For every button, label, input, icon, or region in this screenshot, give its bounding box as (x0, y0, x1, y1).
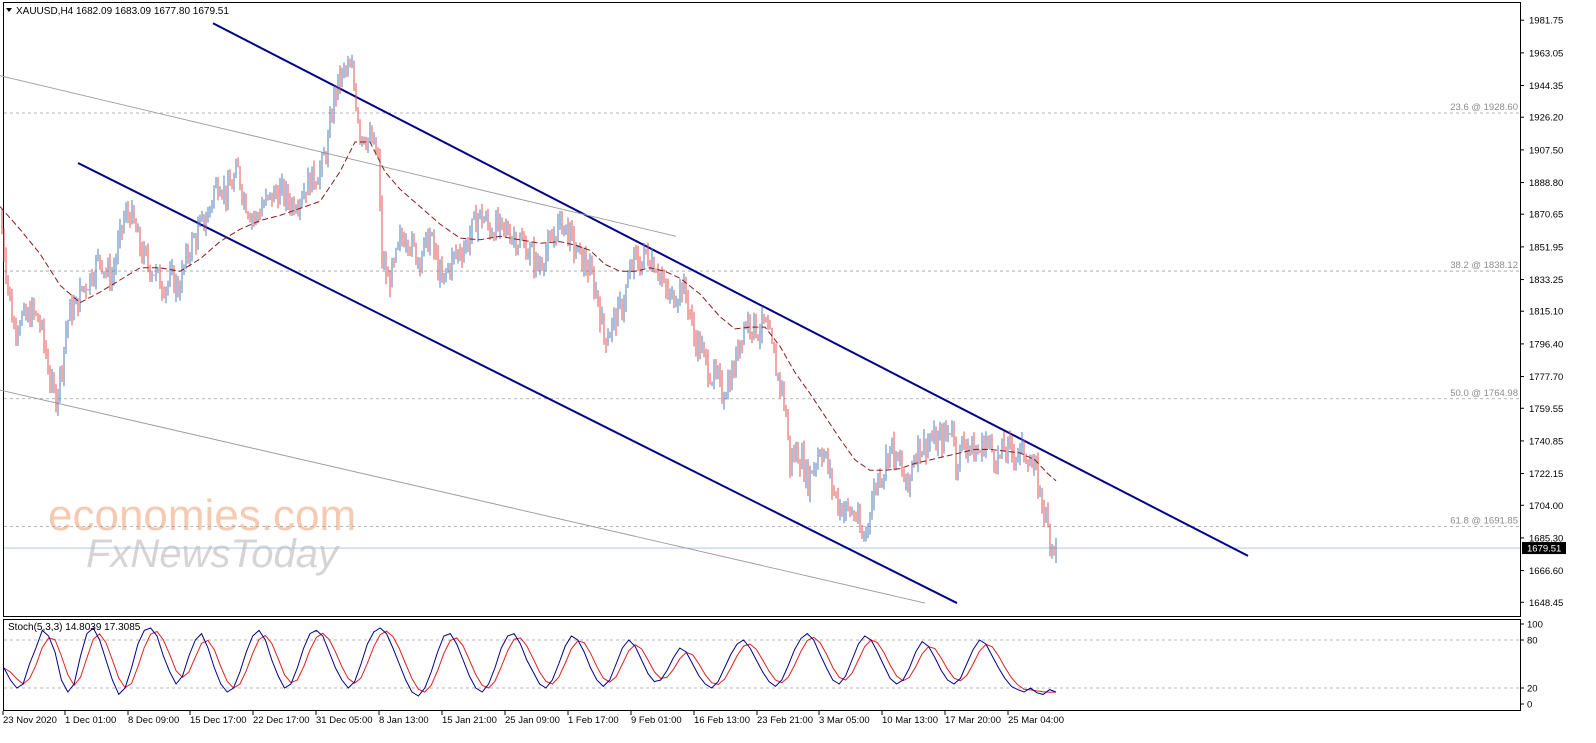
watermark-economies: economies.com (48, 491, 356, 540)
time-tick-label: 22 Dec 17:00 (253, 715, 310, 726)
time-tick-label: 15 Jan 21:00 (442, 715, 497, 726)
time-tick-label: 8 Jan 13:00 (379, 715, 429, 726)
time-tick-label: 25 Jan 09:00 (505, 715, 560, 726)
time-tick-label: 16 Feb 13:00 (694, 715, 750, 726)
trendline-lower[interactable] (77, 162, 958, 604)
stoch-tick-label: 0 (1527, 700, 1532, 711)
time-axis: 23 Nov 2020 1 Dec 01:00 8 Dec 09:00 15 Dec … (2, 711, 1064, 726)
indicator-frame (3, 619, 1521, 711)
price-tick-label: 1777.70 (1529, 372, 1563, 383)
time-tick-label: 1 Feb 17:00 (568, 715, 619, 726)
time-tick-label: 3 Mar 05:00 (819, 715, 870, 726)
symbol-label: XAUUSD,H4 (16, 6, 74, 17)
price-tick-label: 1666.60 (1529, 566, 1563, 577)
trendlines-layer (0, 22, 1249, 604)
fib-label: 23.6 @ 1928.60 (1450, 102, 1518, 113)
collapse-triangle-icon[interactable] (6, 8, 12, 12)
time-tick-label: 25 Mar 04:00 (1008, 715, 1064, 726)
price-tick-label: 1944.35 (1529, 81, 1563, 92)
stoch-tick-label: 100 (1527, 620, 1543, 631)
fib-levels-layer: 23.6 @ 1928.60 38.2 @ 1838.12 50.0 @ 1764.… (4, 102, 1520, 549)
price-tick-label: 1740.85 (1529, 436, 1563, 447)
stoch-main-line (3, 627, 1057, 697)
price-tick-label: 1833.25 (1529, 275, 1563, 286)
time-tick-label: 9 Feb 01:00 (631, 715, 682, 726)
time-tick-label: 8 Dec 09:00 (128, 715, 179, 726)
time-tick-label: 23 Nov 2020 (3, 715, 57, 726)
price-tick-label: 1888.80 (1529, 178, 1563, 189)
stoch-tick-label: 80 (1527, 636, 1538, 647)
watermark-fxnewstoday: FxNewsToday (86, 532, 341, 576)
fib-label: 38.2 @ 1838.12 (1450, 260, 1518, 271)
price-tick-label: 1722.15 (1529, 469, 1563, 480)
time-tick-label: 15 Dec 17:00 (190, 715, 247, 726)
moving-average-layer (0, 141, 1057, 482)
current-price-box (1522, 542, 1566, 555)
stochastic-layer: 100 80 20 0 (3, 620, 1543, 711)
price-tick-label: 1851.95 (1529, 242, 1563, 253)
trendline-upper[interactable] (212, 22, 1249, 557)
price-tick-label: 1685.30 (1529, 533, 1563, 544)
price-tick-label: 1815.10 (1529, 307, 1563, 318)
time-tick-label: 1 Dec 01:00 (65, 715, 116, 726)
fib-label: 50.0 @ 1764.98 (1450, 388, 1518, 399)
trendline-thin-lower[interactable] (0, 389, 926, 604)
current-price-label: 1679.51 (1527, 544, 1561, 555)
time-tick-label: 10 Mar 13:00 (882, 715, 938, 726)
candles-layer (1, 54, 1057, 564)
price-tick-label: 1963.05 (1529, 48, 1563, 59)
price-tick-label: 1648.45 (1529, 598, 1563, 609)
stoch-tick-label: 20 (1527, 684, 1538, 695)
time-tick-label: 23 Feb 21:00 (757, 715, 813, 726)
price-tick-label: 1759.55 (1529, 404, 1563, 415)
trendline-thin-upper[interactable] (0, 75, 677, 237)
time-tick-label: 17 Mar 20:00 (945, 715, 1001, 726)
fib-label: 61.8 @ 1691.85 (1450, 515, 1518, 526)
ohlc-values: 1682.09 1683.09 1677.80 1679.51 (76, 6, 229, 17)
moving-average-line (0, 141, 1057, 482)
price-tick-label: 1870.65 (1529, 210, 1563, 221)
price-axis: 1981.75 1963.05 1944.35 1926.20 1907.50 1888.… (1520, 16, 1566, 609)
price-tick-label: 1981.75 (1529, 16, 1563, 27)
time-tick-label: 31 Dec 05:00 (316, 715, 373, 726)
stochastic-label: Stoch(5,3,3) 14.8039 17.3085 (8, 622, 141, 633)
price-tick-label: 1796.40 (1529, 339, 1563, 350)
main-plot-frame (3, 2, 1521, 617)
price-tick-label: 1907.50 (1529, 145, 1563, 156)
price-tick-label: 1704.00 (1529, 501, 1563, 512)
price-tick-label: 1926.20 (1529, 113, 1563, 124)
stoch-signal-line (3, 630, 1057, 693)
